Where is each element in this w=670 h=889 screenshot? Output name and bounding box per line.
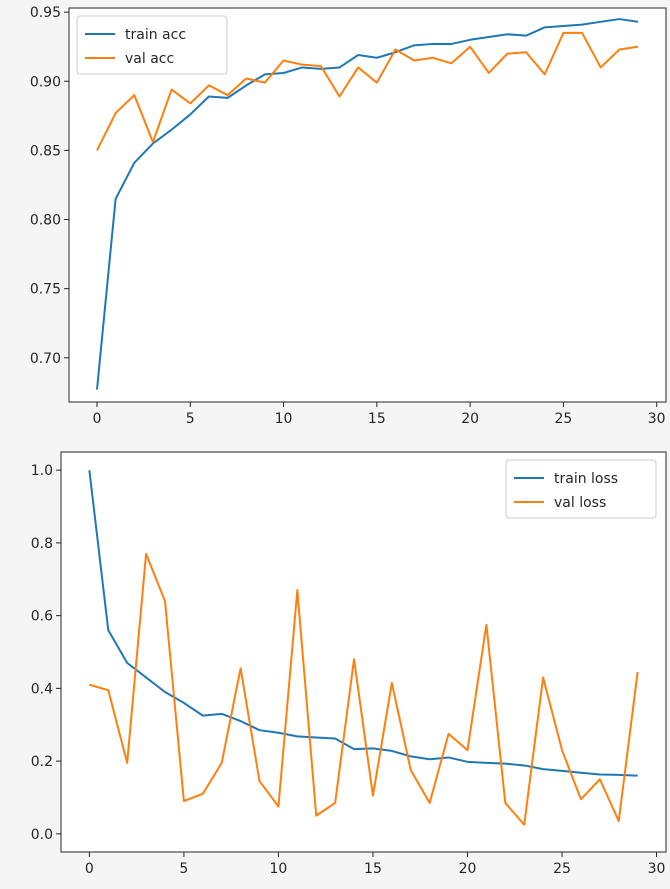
val-loss-line [89, 552, 639, 826]
train-acc-line [95, 18, 639, 390]
x-tick-label: 10 [270, 861, 288, 877]
x-tick-label: 20 [461, 411, 479, 427]
x-tick-label: 0 [85, 861, 94, 877]
plot-area [60, 451, 667, 853]
y-tick-label: 0.80 [30, 213, 61, 229]
y-tick-label: 1.0 [31, 463, 53, 479]
y-tick-label: 0.90 [30, 74, 61, 90]
y-tick-label: 0.8 [31, 536, 53, 552]
y-tick-label: 0.6 [31, 609, 53, 625]
y-tick-label: 0.85 [30, 143, 61, 159]
y-tick-label: 0.2 [31, 754, 53, 770]
x-tick-label: 5 [186, 411, 195, 427]
legend: train loss val loss [505, 459, 657, 519]
x-tick-label: 5 [179, 861, 188, 877]
legend-label: train loss [554, 471, 618, 487]
legend-box [76, 15, 228, 75]
x-tick-label: 25 [554, 411, 572, 427]
y-tick-label: 0.0 [31, 827, 53, 843]
legend-label: val acc [125, 51, 174, 67]
y-tick-label: 0.4 [31, 681, 53, 697]
x-tick-label: 15 [364, 861, 382, 877]
y-tick-label: 0.70 [30, 351, 61, 367]
legend-label: val loss [554, 495, 606, 511]
legend: train acc val acc [76, 15, 228, 75]
val-acc-line [96, 31, 639, 151]
loss-chart: 0 5 10 15 20 25 30 0.0 0.2 0.4 0.6 0.8 1.0 train loss… [31, 451, 667, 877]
x-tick-label: 25 [553, 861, 571, 877]
y-tick-label: 0.75 [30, 282, 61, 298]
x-tick-label: 10 [275, 411, 293, 427]
x-tick-label: 0 [93, 411, 102, 427]
x-tick-label: 20 [459, 861, 477, 877]
legend-box [505, 459, 657, 519]
x-tick-label: 30 [648, 861, 666, 877]
x-tick-label: 30 [648, 411, 666, 427]
train-loss-line [88, 470, 638, 777]
legend-label: train acc [125, 27, 186, 43]
y-tick-label: 0.95 [30, 5, 61, 21]
x-tick-label: 15 [368, 411, 386, 427]
accuracy-chart: 0 5 10 15 20 25 30 0.70 0.75 0.80 0.85 0.90 0.95 trai… [30, 5, 667, 427]
